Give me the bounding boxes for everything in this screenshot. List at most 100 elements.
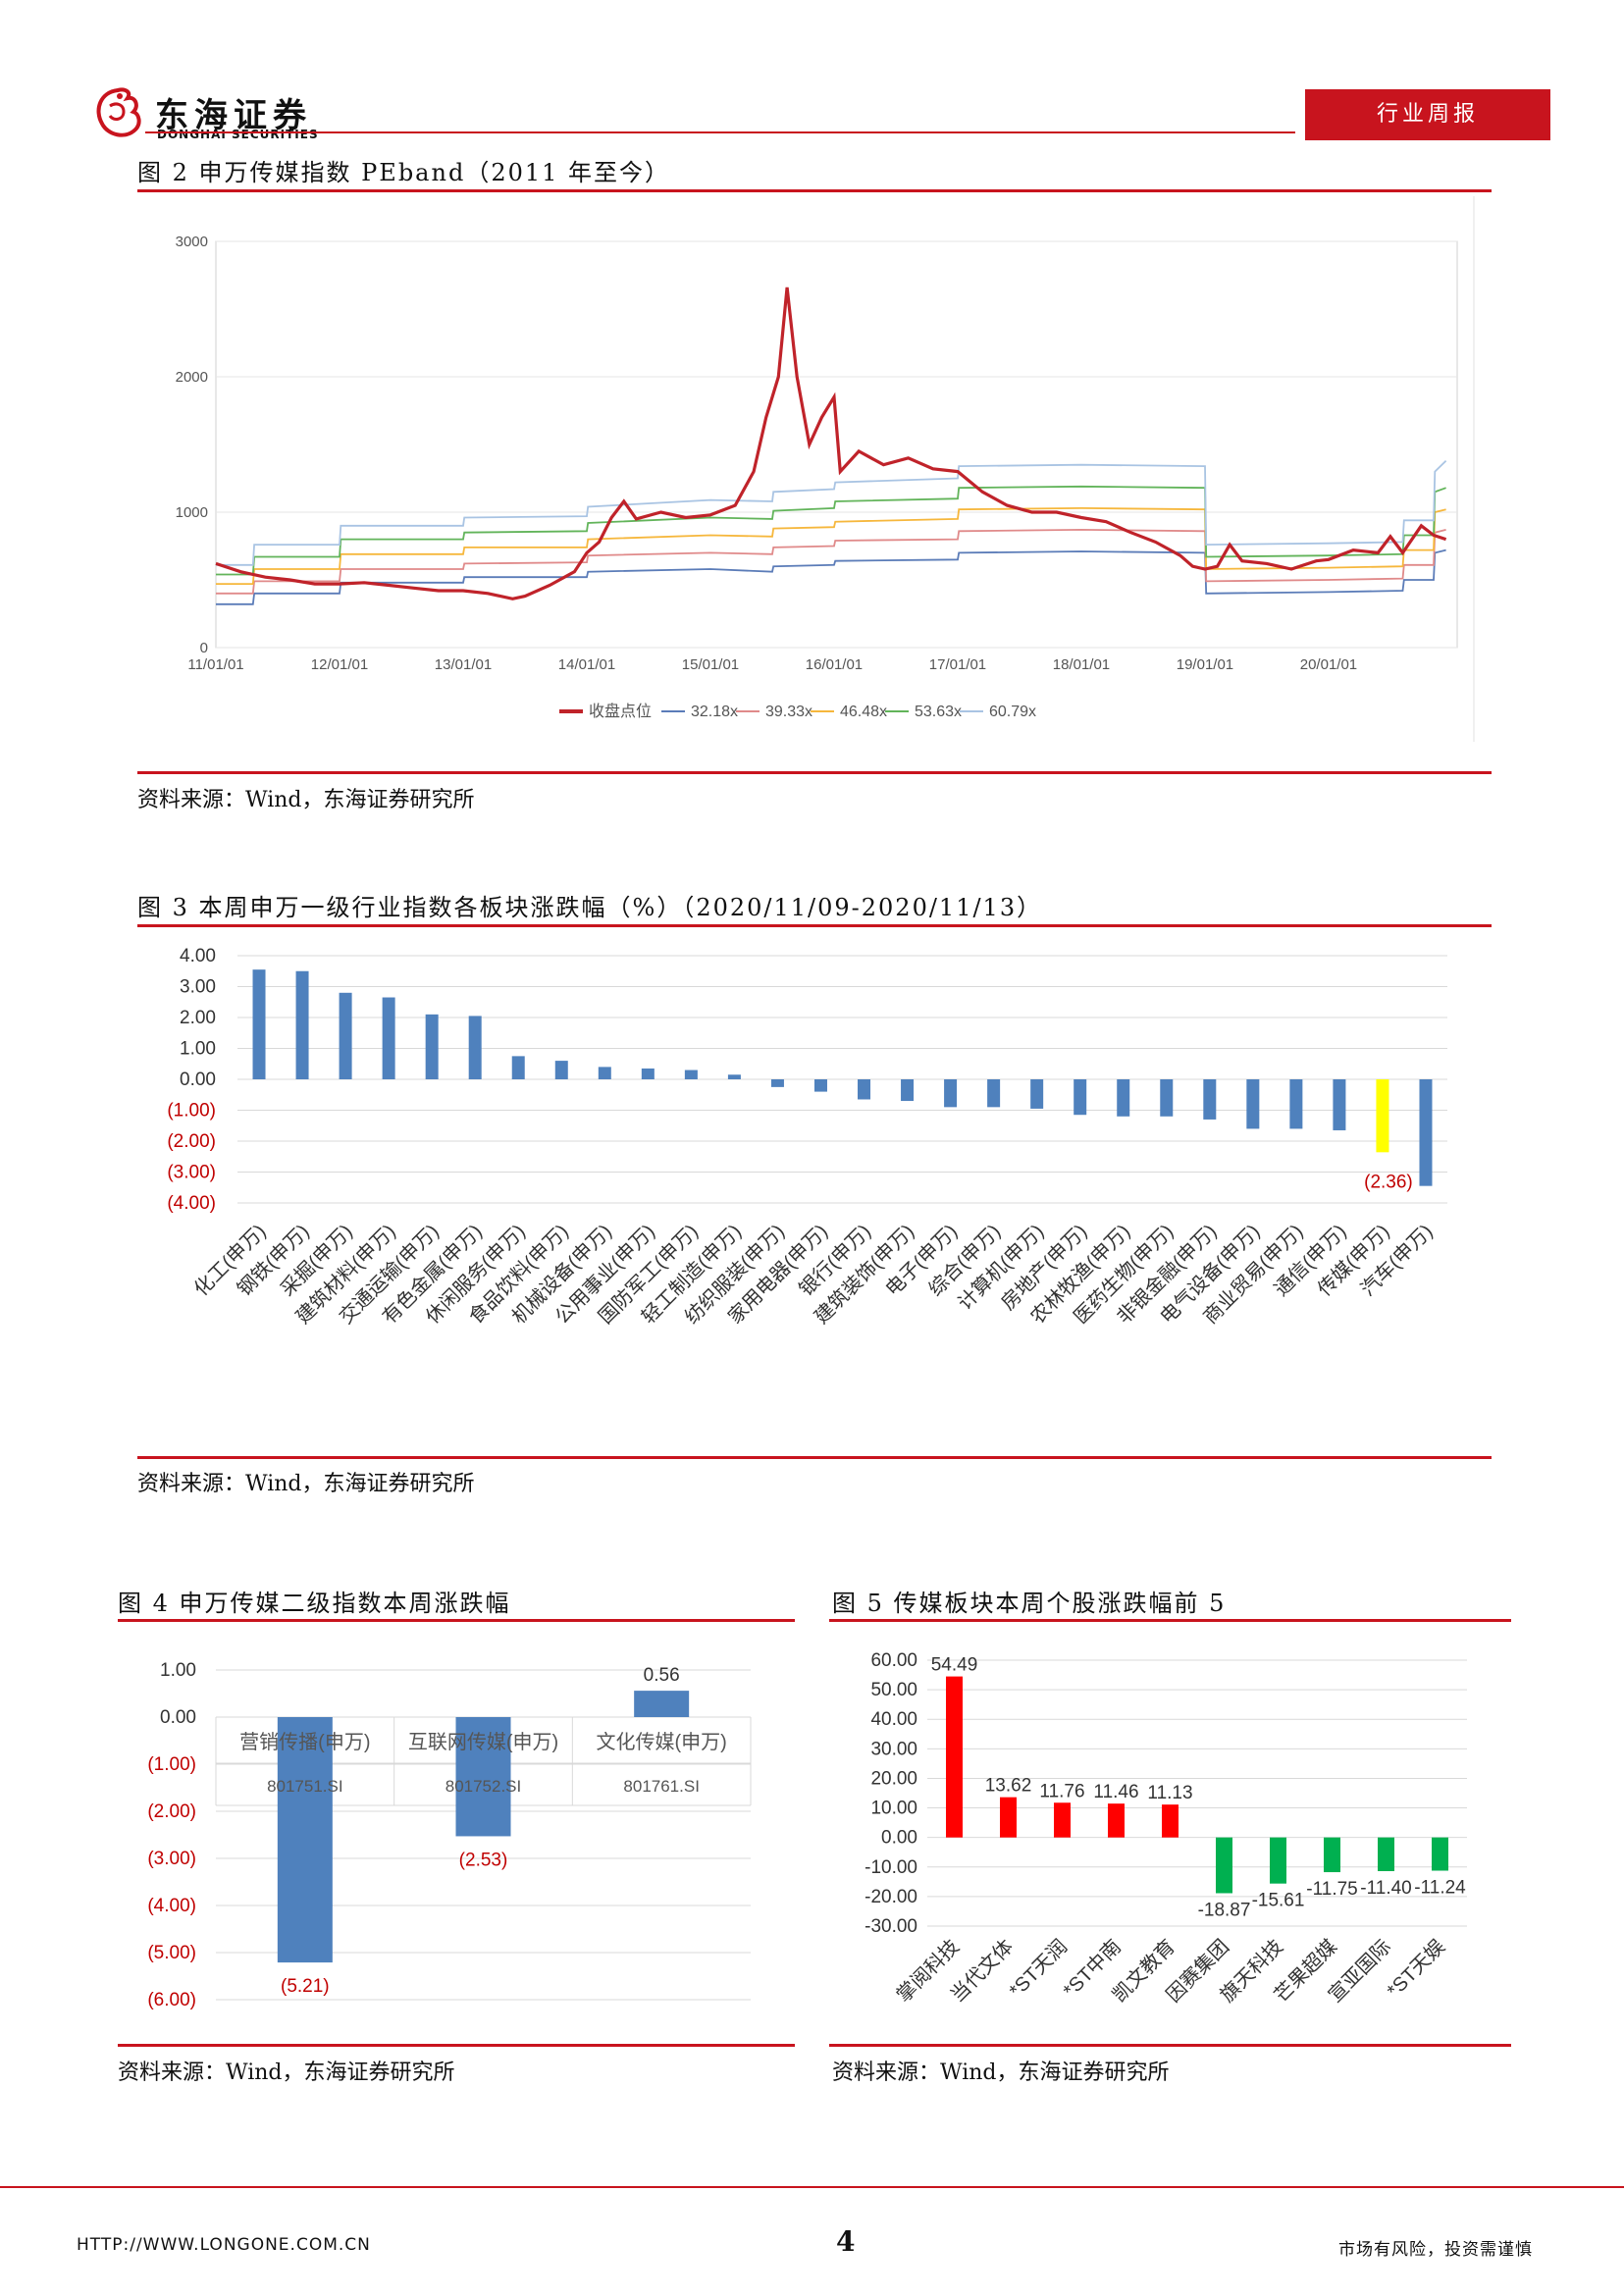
legend-label: 46.48x (840, 704, 887, 720)
fig5-top-rule (829, 1619, 1511, 1622)
bar (382, 997, 395, 1079)
bar (468, 1016, 482, 1079)
bar (455, 1717, 511, 1837)
y-tick-label: 10.00 (870, 1799, 917, 1819)
bar (634, 1691, 690, 1717)
fig5-source: 资料来源：Wind，东海证券研究所 (832, 2061, 1170, 2085)
logo-english: DONGHAI SECURITIES (157, 128, 319, 141)
fig3-bottom-rule (137, 1456, 1492, 1459)
y-tick-label: (1.00) (147, 1754, 196, 1775)
data-label: -11.40 (1360, 1878, 1411, 1899)
x-tick-label: 16/01/01 (806, 656, 863, 673)
legend-label: 32.18x (691, 704, 738, 720)
bar (770, 1079, 784, 1087)
bar (1216, 1837, 1232, 1894)
x-tick-label: 20/01/01 (1300, 656, 1357, 673)
category-label: *ST天娱 (1383, 1935, 1449, 2002)
bar (1419, 1079, 1433, 1186)
bar (858, 1079, 871, 1100)
data-label: 11.13 (1147, 1783, 1192, 1803)
bar (1203, 1079, 1217, 1120)
y-tick-label: 2000 (176, 369, 208, 386)
media-subindex-bar-chart: 1.00 0.00 (1.00) (2.00) (3.00) (4.00) (5.00) (6… (147, 1660, 752, 2010)
fig2-source: 资料来源：Wind，东海证券研究所 (137, 788, 475, 812)
data-label: 11.76 (1039, 1781, 1084, 1801)
bar (1162, 1804, 1179, 1838)
footer-url: HTTP://WWW.LONGONE.COM.CN (77, 2235, 371, 2255)
y-tick-label: 30.00 (870, 1739, 917, 1759)
data-label: -11.75 (1306, 1879, 1357, 1900)
page-number: 4 (836, 2225, 856, 2258)
y-tick-label: 0.00 (160, 1707, 196, 1728)
y-tick-label: (6.00) (147, 1990, 196, 2010)
y-tick-label: 3.00 (180, 977, 216, 998)
fig3-title: 图 3 本周申万一级行业指数各板块涨跌幅（%）（2020/11/09-2020/… (137, 894, 1043, 921)
y-tick-label: 0 (200, 640, 208, 656)
category-label: *ST天润 (1005, 1935, 1072, 2002)
y-tick-label: 20.00 (870, 1768, 917, 1789)
bar (901, 1079, 915, 1102)
legend-label: 39.33x (765, 704, 812, 720)
bar (1054, 1802, 1071, 1838)
y-tick-label: (2.00) (167, 1131, 216, 1152)
fig3-source: 资料来源：Wind，东海证券研究所 (137, 1472, 475, 1496)
bar (1000, 1797, 1017, 1838)
y-tick-label: (2.00) (147, 1801, 196, 1822)
x-tick-label: 13/01/01 (435, 656, 492, 673)
bar (813, 1079, 827, 1092)
data-label: (5.21) (281, 1976, 330, 1997)
y-tick-label: 0.00 (180, 1070, 216, 1090)
bar (1246, 1079, 1260, 1129)
series-line (216, 485, 1446, 576)
y-tick-label: 1.00 (160, 1660, 196, 1681)
y-tick-label: -30.00 (864, 1916, 917, 1937)
header-rule (145, 131, 1295, 133)
x-tick-label: 11/01/01 (187, 656, 243, 673)
x-tick-label: 12/01/01 (311, 656, 368, 673)
fig4-title: 图 4 申万传媒二级指数本周涨跌幅 (118, 1590, 511, 1617)
x-tick-label: 15/01/01 (682, 656, 739, 673)
category-label: 互联网传媒(申万) (408, 1731, 558, 1753)
bar (1376, 1079, 1389, 1153)
bar (598, 1067, 611, 1079)
bar (946, 1676, 963, 1838)
category-label: 营销传播(申万) (239, 1731, 370, 1753)
bar (944, 1079, 958, 1108)
category-code: 801761.SI (623, 1777, 700, 1796)
bar (1333, 1079, 1346, 1130)
bar (727, 1074, 741, 1079)
fig2-title: 图 2 申万传媒指数 PEband（2011 年至今） (137, 159, 671, 186)
bar (252, 969, 266, 1079)
legend-label: 收盘点位 (589, 702, 652, 720)
legend-label: 60.79x (989, 704, 1036, 720)
category-code: 801752.SI (445, 1777, 522, 1796)
bar (554, 1061, 568, 1079)
bar (684, 1070, 698, 1079)
y-tick-label: (1.00) (167, 1101, 216, 1122)
bar (277, 1717, 333, 1963)
y-tick-label: 3000 (176, 234, 208, 250)
bar (1289, 1079, 1303, 1129)
bar (641, 1068, 655, 1079)
series-line (215, 287, 1447, 600)
data-label: 54.49 (931, 1655, 978, 1676)
data-label: 13.62 (985, 1776, 1032, 1797)
bar (1324, 1837, 1340, 1873)
legend-label: 53.63x (915, 704, 962, 720)
bar (1108, 1803, 1125, 1838)
top-stocks-bar-chart: 60.00 50.00 40.00 30.00 20.00 10.00 0.00 -10.00… (864, 1650, 1467, 2007)
report-type-tag: 行业周报 (1305, 89, 1550, 140)
bar (1030, 1079, 1044, 1109)
industry-index-bar-chart: 4.00 3.00 2.00 1.00 0.00 (1.00) (2.00) (3.00) (4… (167, 946, 1447, 1329)
bar (1160, 1079, 1174, 1117)
data-label: 0.56 (644, 1665, 680, 1686)
data-label: (2.53) (459, 1850, 508, 1870)
data-label: -11.24 (1414, 1878, 1466, 1899)
x-tick-label: 14/01/01 (558, 656, 615, 673)
y-tick-label: 4.00 (180, 946, 216, 966)
pe-band-chart: 0 1000 2000 3000 11/01/01 12/01/01 13/01/01 14/… (176, 196, 1475, 742)
fig2-top-rule (137, 189, 1492, 192)
bar (1432, 1837, 1448, 1871)
y-tick-label: 1.00 (180, 1039, 216, 1060)
series-line (216, 548, 1446, 605)
